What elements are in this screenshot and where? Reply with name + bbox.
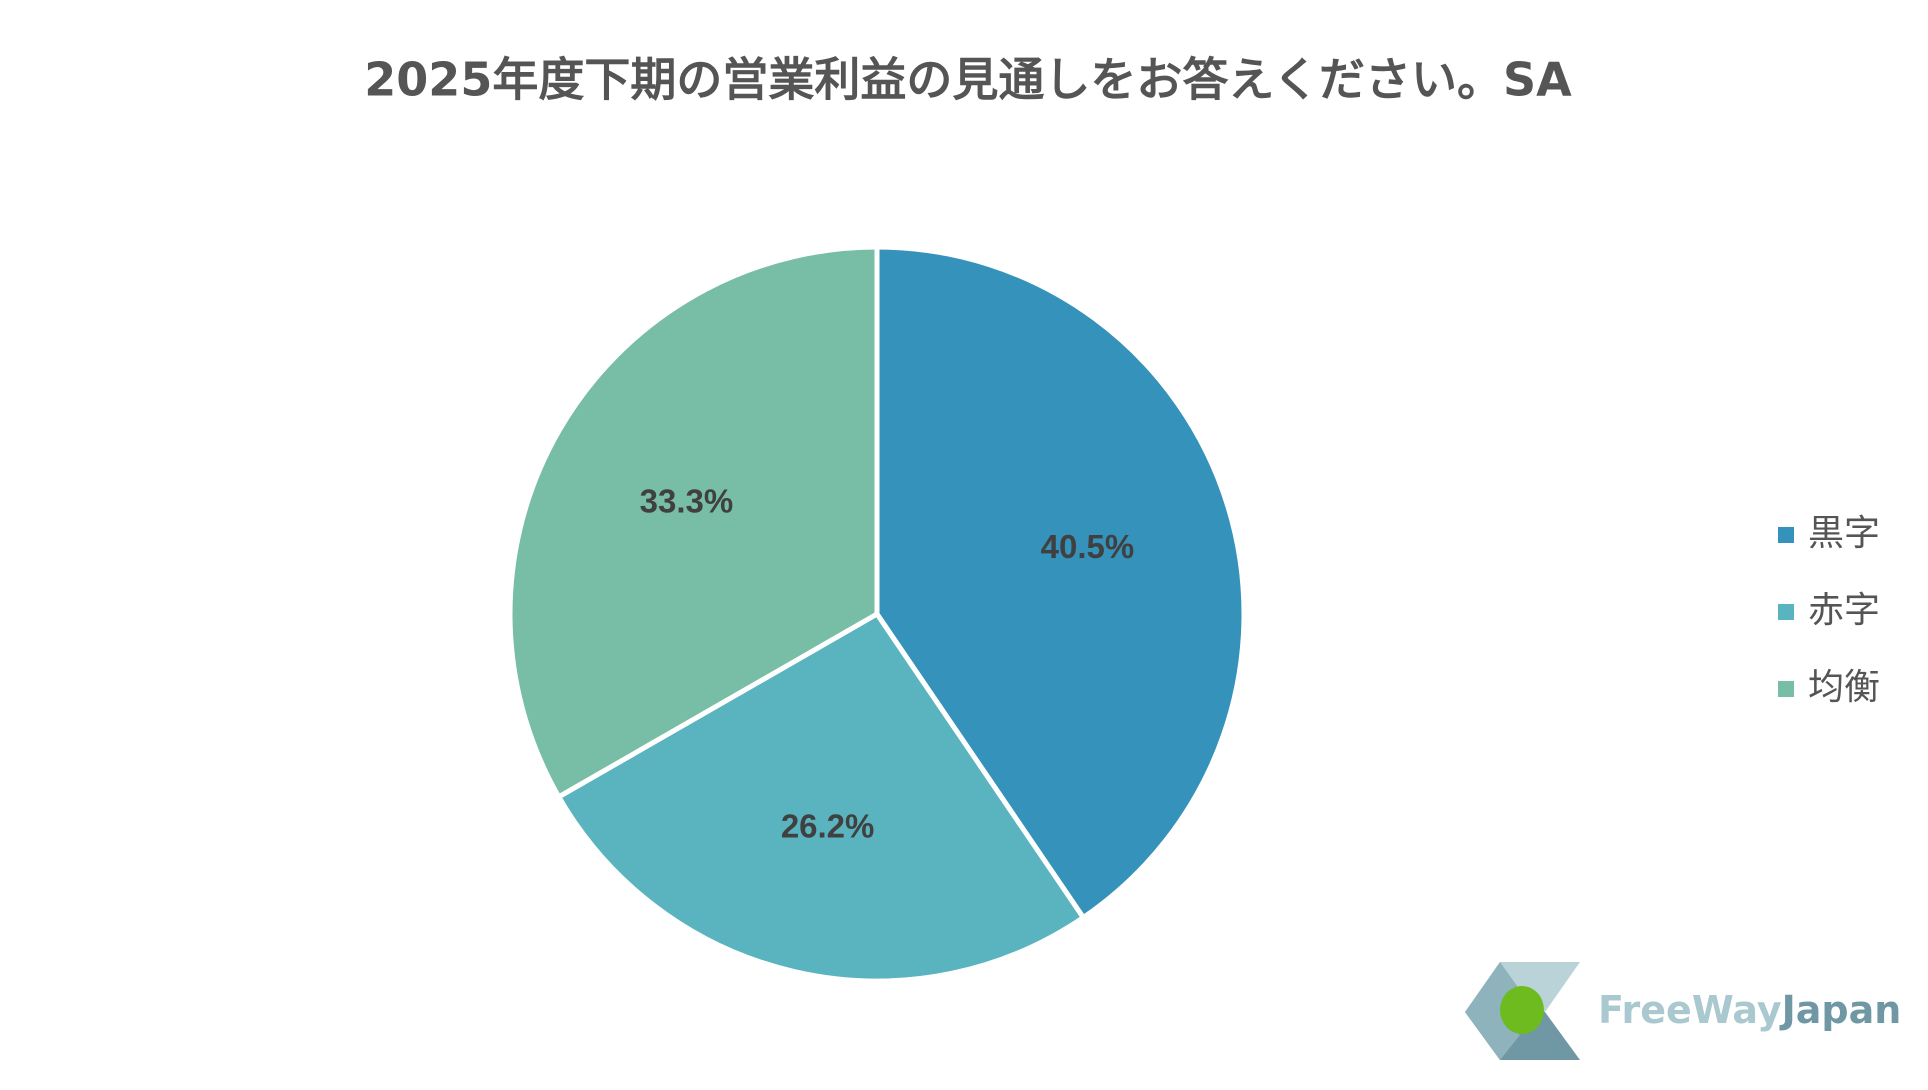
legend-label: 均衡 <box>1808 667 1880 708</box>
logo-text-dark: Japan <box>1779 988 1902 1032</box>
logo-text-light: FreeWay <box>1598 988 1782 1032</box>
legend-swatch <box>1778 681 1794 697</box>
data-label: 40.5% <box>1041 528 1135 565</box>
chart-title: 2025年度下期の営業利益の見通しをお答えください。SA <box>364 53 1572 107</box>
legend-swatch <box>1778 527 1794 543</box>
logo-text: FreeWayJapan <box>1598 988 1901 1032</box>
logo-ball <box>1500 986 1544 1034</box>
pie-slice <box>556 611 1086 984</box>
data-label: 26.2% <box>781 807 875 844</box>
data-label: 33.3% <box>640 482 734 519</box>
legend-label: 黒字 <box>1808 513 1880 554</box>
logo: FreeWayJapan <box>1465 962 1901 1060</box>
legend-swatch <box>1778 604 1794 620</box>
pie-slice <box>507 244 880 800</box>
legend-label: 赤字 <box>1808 590 1880 631</box>
pie-slice <box>874 244 1247 921</box>
logo-shape <box>1465 962 1520 1060</box>
